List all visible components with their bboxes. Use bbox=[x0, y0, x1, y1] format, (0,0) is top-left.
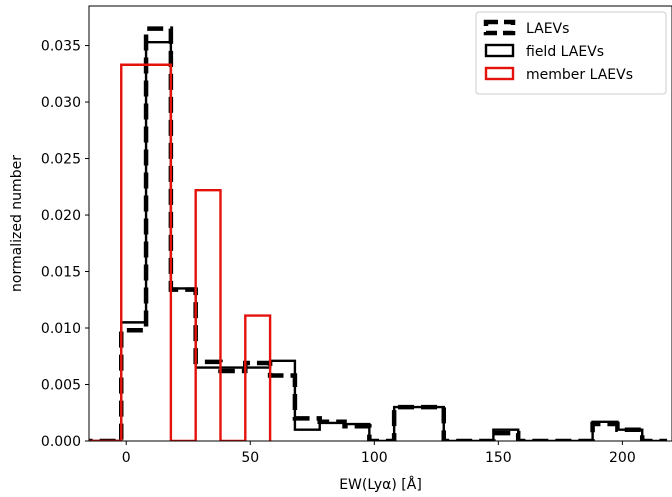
legend-label: LAEVs bbox=[526, 21, 569, 37]
y-tick-label: 0.020 bbox=[41, 208, 81, 224]
y-tick-label: 0.010 bbox=[41, 321, 81, 337]
series-layer bbox=[89, 26, 668, 441]
legend: LAEVs field LAEVs member LAEVs bbox=[475, 11, 667, 95]
y-tick-label: 0.025 bbox=[41, 152, 81, 168]
y-tick-label: 0.015 bbox=[41, 265, 81, 281]
series-member-laevs bbox=[89, 63, 272, 441]
series-field-laevs bbox=[89, 40, 668, 441]
y-tick-label: 0.035 bbox=[41, 39, 81, 55]
y-axis-label: normalized number bbox=[9, 155, 25, 292]
legend-swatch bbox=[484, 66, 515, 81]
x-tick-label: 200 bbox=[609, 450, 636, 466]
legend-box bbox=[475, 11, 667, 95]
y-tick-label: 0.005 bbox=[41, 378, 81, 394]
y-tick-label: 0.000 bbox=[41, 434, 81, 450]
plot-frame bbox=[88, 5, 672, 442]
x-tick-label: 50 bbox=[241, 450, 259, 466]
legend-swatch bbox=[484, 43, 515, 58]
y-tick-label: 0.030 bbox=[41, 95, 81, 111]
x-tick-label: 150 bbox=[485, 450, 512, 466]
legend-label: member LAEVs bbox=[526, 67, 633, 83]
legend-label: field LAEVs bbox=[526, 44, 604, 60]
x-tick-label: 100 bbox=[361, 450, 388, 466]
x-tick-label: 0 bbox=[122, 450, 131, 466]
x-axis-label: EW(Lyα) [Å] bbox=[339, 476, 422, 493]
ticks-layer: 0 50 100 150 200 0.000 0.005 0.010 0.015 0.020 0.0… bbox=[41, 39, 636, 466]
